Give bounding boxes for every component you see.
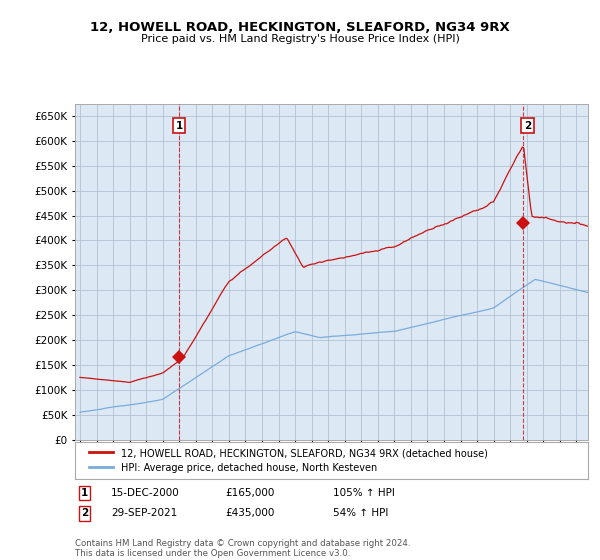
Text: 15-DEC-2000: 15-DEC-2000: [111, 488, 180, 498]
Text: 2: 2: [81, 508, 88, 519]
Text: 1: 1: [176, 121, 183, 130]
Text: £435,000: £435,000: [225, 508, 274, 519]
Legend: 12, HOWELL ROAD, HECKINGTON, SLEAFORD, NG34 9RX (detached house), HPI: Average p: 12, HOWELL ROAD, HECKINGTON, SLEAFORD, N…: [85, 444, 492, 477]
Text: Contains HM Land Registry data © Crown copyright and database right 2024.
This d: Contains HM Land Registry data © Crown c…: [75, 539, 410, 558]
Text: Price paid vs. HM Land Registry's House Price Index (HPI): Price paid vs. HM Land Registry's House …: [140, 34, 460, 44]
Text: £165,000: £165,000: [225, 488, 274, 498]
Text: 1: 1: [81, 488, 88, 498]
Text: 12, HOWELL ROAD, HECKINGTON, SLEAFORD, NG34 9RX: 12, HOWELL ROAD, HECKINGTON, SLEAFORD, N…: [90, 21, 510, 34]
Text: 2: 2: [524, 121, 531, 130]
Text: 105% ↑ HPI: 105% ↑ HPI: [333, 488, 395, 498]
Text: 29-SEP-2021: 29-SEP-2021: [111, 508, 177, 519]
Text: 54% ↑ HPI: 54% ↑ HPI: [333, 508, 388, 519]
